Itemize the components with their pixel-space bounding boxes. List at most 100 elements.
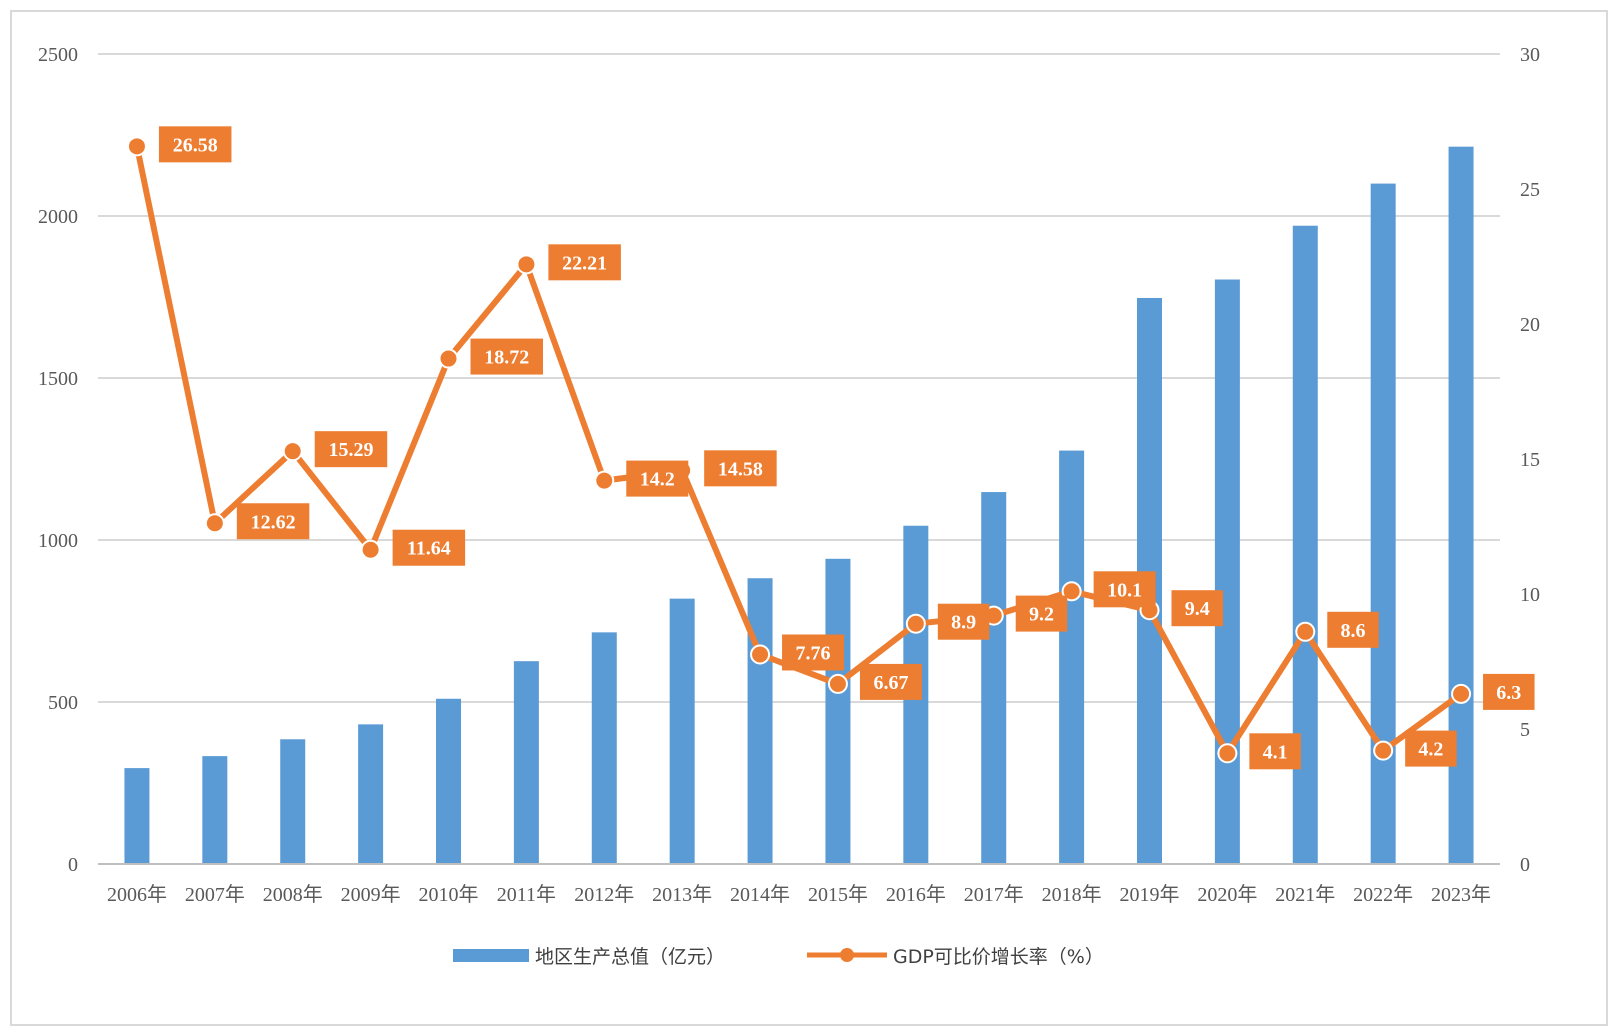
data-label-box bbox=[1249, 733, 1301, 770]
growth-point bbox=[282, 441, 303, 462]
y-left-tick-label: 2500 bbox=[38, 44, 78, 66]
data-label-box bbox=[1015, 595, 1068, 632]
y-right-tick-label: 30 bbox=[1520, 44, 1540, 66]
data-label: 26.58 bbox=[173, 134, 218, 156]
data-label: 22.21 bbox=[562, 252, 607, 274]
y-left-tick-label: 1500 bbox=[38, 368, 78, 390]
gridlines bbox=[98, 53, 1500, 703]
x-tick-label: 2013年 bbox=[652, 883, 712, 906]
y-right-tick-label: 20 bbox=[1520, 314, 1540, 336]
data-label: 10.1 bbox=[1107, 579, 1142, 601]
growth-point bbox=[516, 254, 537, 275]
growth-point bbox=[1373, 740, 1394, 761]
combo-chart: 26.58 12.62 15.29 11.64 18.72 22.21 14.2 14.58 7… bbox=[38, 44, 1540, 968]
y-right-tick-label: 10 bbox=[1520, 584, 1540, 606]
legend: 地区生产总值（亿元） GDP可比价增长率（%） bbox=[453, 946, 1104, 968]
growth-point bbox=[204, 513, 225, 534]
data-label-box bbox=[1405, 730, 1457, 767]
data-label-box bbox=[236, 503, 310, 540]
data-label-box bbox=[392, 529, 466, 566]
axes: 0 500 1000 1500 2000 2500 0 5 10 15 20 25 30 2006年 200… bbox=[38, 44, 1540, 906]
y-left-tick-label: 500 bbox=[48, 692, 78, 714]
data-label-box bbox=[859, 663, 922, 700]
gdp-bar bbox=[591, 632, 617, 864]
gdp-bar bbox=[1214, 279, 1240, 864]
data-label: 9.4 bbox=[1185, 598, 1210, 620]
data-label-box bbox=[1171, 590, 1223, 627]
data-label: 14.58 bbox=[718, 458, 763, 480]
legend-line-marker bbox=[840, 948, 854, 962]
growth-point bbox=[1217, 743, 1238, 764]
data-label: 18.72 bbox=[484, 347, 529, 369]
x-tick-label: 2023年 bbox=[1431, 883, 1491, 906]
data-label-box bbox=[704, 450, 777, 487]
growth-data-labels: 26.58 12.62 15.29 11.64 18.72 22.21 14.2 14.58 7… bbox=[158, 126, 1535, 770]
data-label: 4.1 bbox=[1263, 741, 1288, 763]
data-label-box bbox=[1483, 673, 1535, 710]
growth-point bbox=[1295, 621, 1316, 642]
data-label-box bbox=[626, 460, 689, 497]
gdp-bar bbox=[358, 724, 384, 864]
gdp-bar bbox=[436, 698, 461, 864]
data-label-box bbox=[158, 126, 232, 163]
y-right-tick-label: 15 bbox=[1520, 449, 1540, 471]
gdp-bar bbox=[669, 598, 695, 864]
chart-frame: 26.58 12.62 15.29 11.64 18.72 22.21 14.2 14.58 7… bbox=[10, 10, 1608, 1026]
data-label-box bbox=[937, 603, 990, 640]
growth-point bbox=[827, 673, 848, 694]
gdp-bar bbox=[280, 739, 306, 864]
x-tick-label: 2010年 bbox=[419, 883, 479, 906]
gdp-bar bbox=[1059, 450, 1085, 864]
y-left-tick-label: 2000 bbox=[38, 206, 78, 228]
x-tick-label: 2011年 bbox=[497, 883, 556, 906]
growth-point bbox=[1451, 683, 1472, 704]
y-left-tick-label: 1000 bbox=[38, 530, 78, 552]
gdp-bar bbox=[124, 768, 150, 864]
data-label: 11.64 bbox=[407, 538, 451, 560]
growth-point bbox=[594, 470, 615, 491]
legend-bar-swatch bbox=[453, 949, 529, 962]
data-label-box bbox=[470, 338, 543, 375]
data-label: 8.6 bbox=[1341, 620, 1366, 642]
x-tick-label: 2015年 bbox=[808, 883, 868, 906]
gdp-bar bbox=[202, 756, 228, 864]
growth-point bbox=[905, 613, 926, 634]
data-label: 12.62 bbox=[251, 511, 296, 533]
data-label-box bbox=[548, 244, 621, 281]
data-label: 4.2 bbox=[1418, 739, 1443, 761]
x-tick-label: 2017年 bbox=[964, 883, 1024, 906]
x-tick-label: 2021年 bbox=[1275, 883, 1335, 906]
x-tick-label: 2020年 bbox=[1197, 883, 1257, 906]
growth-point bbox=[360, 539, 381, 560]
gdp-bar bbox=[1370, 183, 1396, 865]
data-label: 6.3 bbox=[1496, 682, 1521, 704]
gdp-bars bbox=[124, 146, 1474, 865]
y-left-tick-label: 0 bbox=[68, 854, 78, 876]
data-label: 8.9 bbox=[951, 612, 976, 634]
y-right-tick-label: 25 bbox=[1520, 179, 1540, 201]
x-tick-label: 2019年 bbox=[1120, 883, 1180, 906]
data-label-box bbox=[1327, 611, 1379, 648]
x-tick-label: 2007年 bbox=[185, 883, 245, 906]
legend-line-label: GDP可比价增长率（%） bbox=[893, 946, 1104, 968]
x-tick-label: 2022年 bbox=[1353, 883, 1413, 906]
x-tick-label: 2008年 bbox=[263, 883, 323, 906]
y-right-tick-label: 0 bbox=[1520, 854, 1530, 876]
growth-point bbox=[438, 348, 459, 369]
growth-point bbox=[126, 136, 147, 157]
gdp-bar bbox=[981, 492, 1007, 864]
x-tick-label: 2018年 bbox=[1042, 883, 1102, 906]
gdp-bar bbox=[747, 578, 773, 864]
x-tick-label: 2016年 bbox=[886, 883, 946, 906]
x-tick-label: 2006年 bbox=[107, 883, 167, 906]
data-label: 7.76 bbox=[796, 642, 831, 664]
data-label-box bbox=[314, 431, 388, 468]
x-tick-label: 2014年 bbox=[730, 883, 790, 906]
data-label: 15.29 bbox=[328, 439, 373, 461]
y-right-tick-label: 5 bbox=[1520, 719, 1530, 741]
data-label-box bbox=[782, 634, 845, 671]
data-label: 9.2 bbox=[1029, 604, 1054, 626]
growth-point bbox=[750, 644, 771, 665]
gdp-bar bbox=[513, 661, 539, 864]
legend-bar-label: 地区生产总值（亿元） bbox=[535, 946, 725, 968]
